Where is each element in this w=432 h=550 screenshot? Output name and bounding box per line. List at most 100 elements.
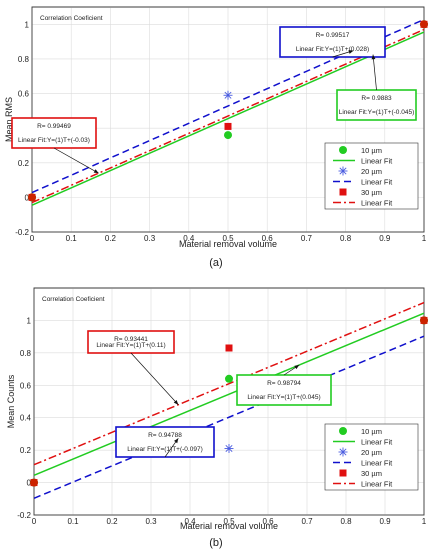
y-tick-label: 0.4 — [20, 414, 32, 423]
y-tick-label: 1 — [25, 20, 30, 29]
legend-marker-circle — [339, 427, 347, 435]
annotation-box-2: R= 0.98794 Linear Fit:Y=(1)T+(0.045) — [236, 364, 332, 406]
legend-label: 20 µm — [361, 448, 382, 457]
asterisk-stroke — [339, 448, 347, 456]
y-tick-label: 0.8 — [20, 349, 32, 358]
fit-line-3 — [34, 301, 424, 466]
legend-label: Linear Fit — [361, 459, 393, 468]
panel-label: (a) — [209, 257, 222, 269]
y-tick-label: -0.2 — [15, 228, 29, 237]
data-point-endpoint — [28, 193, 36, 202]
legend-label: 10 µm — [361, 146, 382, 155]
annotation-box-3: R= 0.9883 Linear Fit:Y=(1)T+(-0.045) — [336, 54, 417, 121]
x-tick-label: 0.4 — [184, 517, 196, 526]
data-point-asterisk — [224, 444, 234, 454]
y-tick-label: 0.2 — [20, 446, 32, 455]
data-point-circle — [224, 131, 232, 140]
y-axis-label: Mean RMS — [4, 97, 14, 142]
asterisk-stroke — [225, 445, 233, 453]
annotation-fit-equation: Linear Fit:Y=(1)T+(-0.097) — [127, 446, 203, 453]
legend-label: Linear Fit — [361, 438, 393, 447]
x-tick-label: 0 — [30, 234, 35, 243]
annotation-fit-equation: Linear Fit:Y=(1)T+(0.028) — [296, 46, 369, 53]
legend-frame — [324, 142, 419, 210]
chart-panel-2: 0 0.1 0.2 0.3 0.4 0.5 0.6 0.7 0.8 0.9 1-0.200.20.4… — [6, 287, 428, 549]
fit-line-3 — [32, 28, 424, 204]
x-axis-label: Material removal volume — [179, 239, 277, 249]
y-tick-label: 0 — [27, 479, 32, 488]
annotation-r-value: R= 0.93441 — [114, 336, 148, 343]
annotation-arrow — [372, 54, 377, 91]
chart-panel-1: 00.10.20.30.40.50.60.70.80.91-0.200.20.4… — [4, 6, 428, 269]
x-tick-label: 0.2 — [105, 234, 117, 243]
x-tick-label: 0.6 — [262, 234, 274, 243]
x-tick-label: 0.5 — [223, 517, 235, 526]
annotation-arrowhead — [173, 400, 179, 405]
y-tick-label: -0.2 — [17, 511, 31, 520]
fit-line-2 — [34, 335, 424, 499]
y-tick-label: 0.8 — [18, 55, 30, 64]
annotation-frame — [336, 89, 417, 121]
annotation-arrowhead — [348, 50, 354, 54]
annotation-fit-equation: Linear Fit:Y=(1)T+(-0.045) — [339, 109, 415, 116]
annotation-title: Correlation Coeficient — [40, 15, 103, 22]
data-point-circle — [225, 374, 233, 383]
legend-marker-asterisk — [338, 166, 348, 176]
x-tick-label: 0.3 — [145, 517, 157, 526]
legend-marker-square — [339, 469, 347, 477]
legend-label: 30 µm — [361, 188, 382, 197]
x-tick-label: 0.2 — [106, 517, 118, 526]
x-tick-label: 0.9 — [379, 517, 391, 526]
x-tick-label: 0.6 — [262, 517, 274, 526]
annotation-frame — [236, 374, 332, 406]
fit-line-1 — [32, 31, 424, 206]
annotation-r-value: R= 0.94788 — [148, 432, 182, 439]
legend-label: Linear Fit — [361, 199, 393, 208]
annotation-r-value: R= 0.98794 — [267, 380, 301, 387]
annotation-arrowhead — [93, 169, 99, 174]
plot-border — [33, 287, 425, 516]
annotation-arrowhead — [174, 438, 179, 444]
annotation-fit-equation: Linear Fit:Y=(1)T+(-0.03) — [18, 137, 90, 144]
fit-lines — [34, 301, 424, 499]
legend-label: 20 µm — [361, 167, 382, 176]
data-point-endpoint — [420, 20, 428, 29]
data-point-endpoint — [420, 316, 428, 325]
data-point-square — [225, 344, 233, 352]
y-tick-label: 1 — [27, 316, 32, 325]
x-tick-label: 0.8 — [340, 517, 352, 526]
legend-marker-circle — [339, 146, 347, 154]
asterisk-stroke — [339, 167, 347, 175]
y-tick-label: 0.6 — [20, 381, 32, 390]
y-axis-label: Mean Counts — [6, 374, 16, 428]
x-tick-label: 0 — [32, 517, 37, 526]
data-point-square — [224, 122, 232, 130]
data-point-asterisk — [223, 90, 233, 100]
annotation-box-3: R= 0.94788 Linear Fit:Y=(1)T+(-0.097) — [115, 426, 215, 458]
annotation-r-value: R= 0.99469 — [37, 123, 71, 130]
x-axis-label: Material removal volume — [180, 521, 278, 531]
x-tick-label: 0.5 — [222, 234, 234, 243]
annotation-arrowhead — [294, 365, 300, 370]
y-tick-label: 0.6 — [18, 90, 30, 99]
annotation-fit-equation: Linear Fit:Y=(1)T+(0.045) — [247, 394, 320, 401]
legend-label: Linear Fit — [361, 178, 393, 187]
y-tick-label: 0 — [25, 193, 30, 202]
y-tick-label: 0.2 — [18, 159, 30, 168]
fit-line-1 — [34, 312, 424, 476]
x-tick-label: 0.7 — [301, 234, 313, 243]
x-tick-label: 1 — [422, 517, 427, 526]
annotation-box-1: R= 0.99469 Linear Fit:Y=(1)T+(-0.03) — [11, 117, 99, 174]
annotation-r-value: R= 0.99517 — [316, 32, 350, 39]
annotation-fit-equation: Linear Fit:Y=(1)T+(0.11) — [96, 342, 165, 349]
annotation-arrow — [53, 147, 99, 174]
x-tick-label: 0.3 — [144, 234, 156, 243]
x-tick-label: 0.1 — [66, 234, 78, 243]
x-tick-label: 1 — [422, 234, 427, 243]
annotation-arrowhead — [371, 54, 376, 60]
legend-label: Linear Fit — [361, 157, 393, 166]
legend-label: Linear Fit — [361, 480, 393, 489]
